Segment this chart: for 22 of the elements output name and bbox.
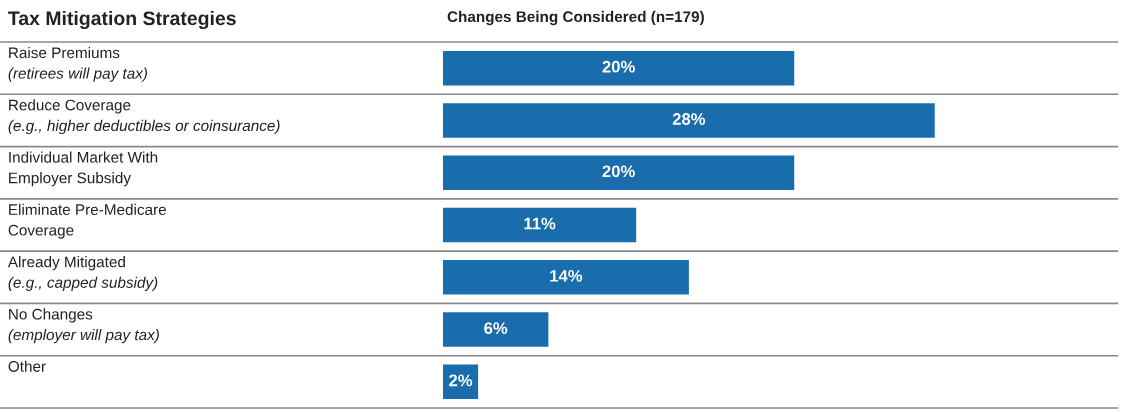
data-label: 20% <box>602 165 635 178</box>
y-tick-label: Other <box>8 360 46 372</box>
data-label: 14% <box>550 270 583 282</box>
data-label: 2% <box>449 374 473 387</box>
bar <box>443 312 549 347</box>
chart-subtitle: Changes Being Considered (n=179) <box>447 10 704 26</box>
bar <box>443 50 795 86</box>
y-tick-label: Raise Premiums (retirees will pay tax) <box>8 46 148 82</box>
data-label: 11% <box>524 217 556 230</box>
y-tick-label: No Changes (employer will pay tax) <box>8 308 159 344</box>
data-label: 28% <box>672 113 706 125</box>
bar <box>443 260 689 295</box>
bar <box>443 103 935 138</box>
text: Tax Mitigation Strategies <box>8 10 236 30</box>
y-tick-label: Already Mitigated (e.g., capped subsidy) <box>7 256 158 291</box>
y-tick-label: Individual Market With Employer Subsidy <box>9 151 158 187</box>
y-tick-label: Reduce Coverage (e.g., higher deductibles or coinsurance) <box>8 99 280 135</box>
data-label: 20% <box>602 60 635 73</box>
bar <box>443 207 637 243</box>
bar <box>443 155 795 190</box>
y-tick-label: Eliminate Pre-Medicare Coverage <box>8 203 166 239</box>
data-label: 6% <box>484 322 508 335</box>
